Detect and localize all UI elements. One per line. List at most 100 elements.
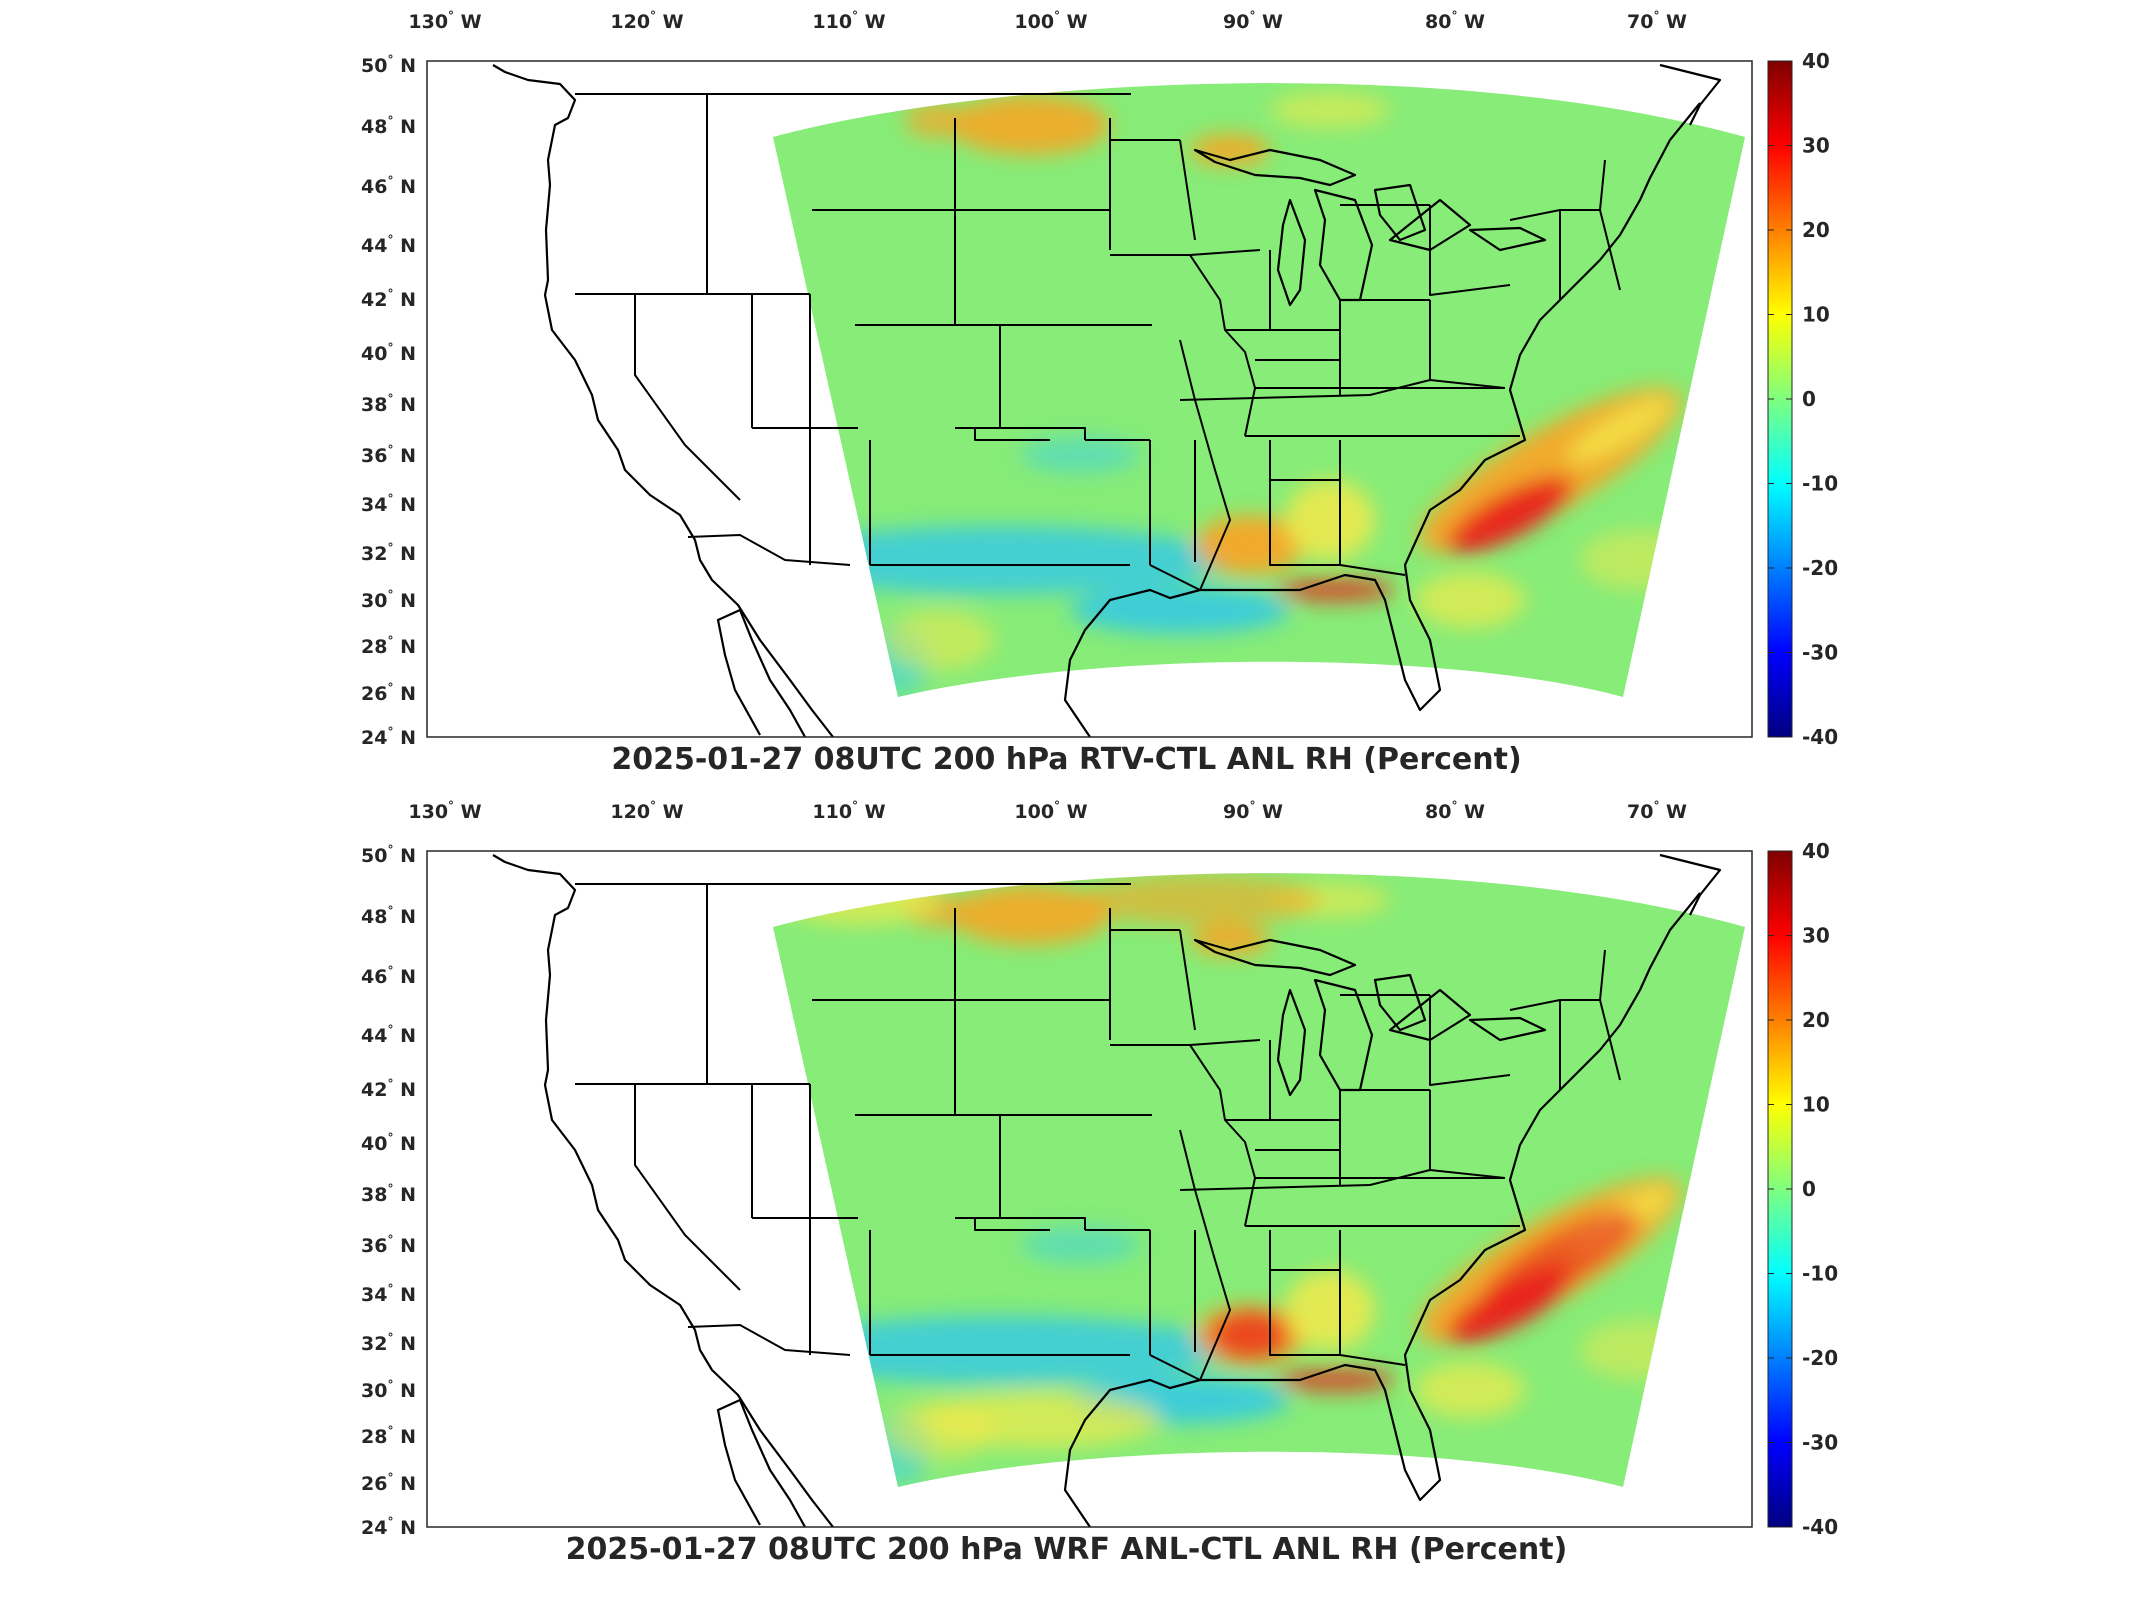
state-border-line — [687, 1324, 851, 1356]
colorbar-tick-label: 30 — [1802, 134, 1830, 158]
state-border-line — [1189, 1044, 1256, 1227]
lat-tick-label: 42° N — [361, 1077, 416, 1101]
great-lake-outline — [1276, 988, 1307, 1097]
lat-tick-label: 40° N — [361, 341, 416, 365]
rh-anomaly-patches — [773, 92, 1700, 695]
lon-tick-label: 120° W — [610, 799, 683, 823]
rh-anomaly-patch — [1275, 1368, 1395, 1392]
great-lake-outline — [1313, 188, 1374, 302]
state-border-line — [1179, 139, 1196, 241]
rh-anomaly-patch — [1195, 515, 1305, 575]
colorbar-tick-label: -20 — [1802, 556, 1838, 580]
state-border-line — [1003, 427, 1086, 440]
rh-anomaly-patch — [950, 885, 1110, 945]
map-axes-frame — [426, 850, 1753, 1528]
lat-tick-label: 46° N — [361, 174, 416, 198]
state-border-line — [1179, 929, 1196, 1031]
state-border-line — [1369, 379, 1506, 396]
colorbar-tick-label: 20 — [1802, 218, 1830, 242]
northeast-coastline — [1659, 853, 1722, 916]
colorbar-tick-label: 0 — [1802, 1177, 1816, 1201]
lon-tick-label: 110° W — [812, 799, 885, 823]
state-border-line — [1179, 394, 1371, 401]
lat-tick-label: 38° N — [361, 392, 416, 416]
rh-anomaly-patch — [885, 610, 995, 670]
east-coastline — [1063, 102, 1701, 738]
great-lake-outline — [1468, 1016, 1547, 1042]
lat-tick-label: 36° N — [361, 1233, 416, 1257]
state-border-line — [1599, 159, 1606, 211]
lat-tick-label: 26° N — [361, 1471, 416, 1495]
lat-tick-label: 24° N — [361, 1515, 416, 1539]
lat-tick-label: 36° N — [361, 443, 416, 467]
lon-tick-label: 90° W — [1223, 799, 1283, 823]
rh-anomaly-patch — [950, 95, 1110, 155]
lat-tick-label: 46° N — [361, 964, 416, 988]
state-boundaries — [575, 93, 1621, 591]
rh-anomaly-patch — [1190, 134, 1270, 166]
state-border-line — [974, 428, 1050, 441]
lon-tick-label: 100° W — [1014, 9, 1087, 33]
west-coastline — [492, 64, 834, 738]
lat-tick-label: 30° N — [361, 1378, 416, 1402]
map-panel-bottom: 130° W 120° W 110° W 100° W 90° W 80° W 70° W 5… — [0, 790, 2133, 1580]
lat-tick-label: 50° N — [361, 53, 416, 77]
state-boundaries — [575, 883, 1621, 1381]
rh-anomaly-patches — [773, 875, 1700, 1485]
rh-anomaly-patch — [1270, 92, 1390, 128]
colorbar-tick-label: -40 — [1802, 1515, 1838, 1539]
state-border-line — [1339, 564, 1406, 576]
lon-tick-label: 110° W — [812, 9, 885, 33]
state-border-line — [1149, 1354, 1201, 1381]
lat-tick-label: 50° N — [361, 843, 416, 867]
great-lake-outline — [1373, 973, 1427, 1032]
state-border-line — [634, 294, 741, 501]
state-border-line — [1269, 1230, 1340, 1356]
great-lake-outline — [1193, 148, 1357, 187]
rh-anomaly-patch — [1080, 875, 1320, 925]
rh-anomaly-patch — [1020, 1227, 1140, 1263]
state-border-line — [974, 1218, 1050, 1231]
lon-tick-label: 90° W — [1223, 9, 1283, 33]
lat-tick-label: 28° N — [361, 1424, 416, 1448]
lon-tick-label: 70° W — [1627, 9, 1687, 33]
colorbar-tick-label: -10 — [1802, 1262, 1838, 1286]
state-border-line — [1269, 440, 1340, 566]
great-lake-outline — [1388, 988, 1472, 1042]
state-border-line — [1429, 995, 1511, 1086]
state-border-line — [1179, 339, 1231, 591]
rh-anomaly-patch — [773, 526, 1230, 594]
lon-tick-label: 80° W — [1425, 799, 1485, 823]
map-panel-top: 130° W 120° W 110° W 100° W 90° W 80° W 70° W 5… — [0, 0, 2133, 790]
state-border-line — [1149, 564, 1201, 591]
lat-tick-label: 28° N — [361, 634, 416, 658]
colorbar-tick-label: 40 — [1802, 839, 1830, 863]
great-lake-outline — [1373, 183, 1427, 242]
rh-anomaly-patch — [1567, 396, 1673, 464]
lon-tick-label: 70° W — [1627, 799, 1687, 823]
panel-title-top: 2025-01-27 08UTC 200 hPa RTV-CTL ANL RH … — [611, 742, 1522, 777]
lat-tick-label: 30° N — [361, 588, 416, 612]
rh-anomaly-patch — [1210, 1310, 1290, 1360]
lon-tick-label: 130° W — [408, 799, 481, 823]
lon-tick-label: 130° W — [408, 9, 481, 33]
great-lake-outline — [1468, 226, 1547, 252]
rh-anomaly-patch — [1190, 924, 1270, 956]
lon-tick-label: 120° W — [610, 9, 683, 33]
lat-tick-label: 32° N — [361, 541, 416, 565]
rh-anomaly-patch — [1415, 572, 1525, 628]
baja-coastline — [716, 1398, 806, 1528]
colorbar-tick-label: -10 — [1802, 472, 1838, 496]
lat-tick-label: 48° N — [361, 114, 416, 138]
state-border-line — [1179, 1129, 1231, 1381]
colorbar-tick-label: -30 — [1802, 1431, 1838, 1455]
great-lake-outline — [1193, 938, 1357, 977]
map-figure-bottom: 130° W 120° W 110° W 100° W 90° W 80° W 70° W 5… — [361, 799, 1838, 1539]
rh-anomaly-patch — [1070, 586, 1290, 634]
lat-tick-label: 34° N — [361, 1282, 416, 1306]
lat-tick-label: 24° N — [361, 725, 416, 749]
colorbar-tick-label: 30 — [1802, 924, 1830, 948]
great-lake-outline — [1313, 978, 1374, 1092]
rh-anomaly-patch — [1415, 1362, 1525, 1418]
state-border-line — [1189, 254, 1256, 437]
